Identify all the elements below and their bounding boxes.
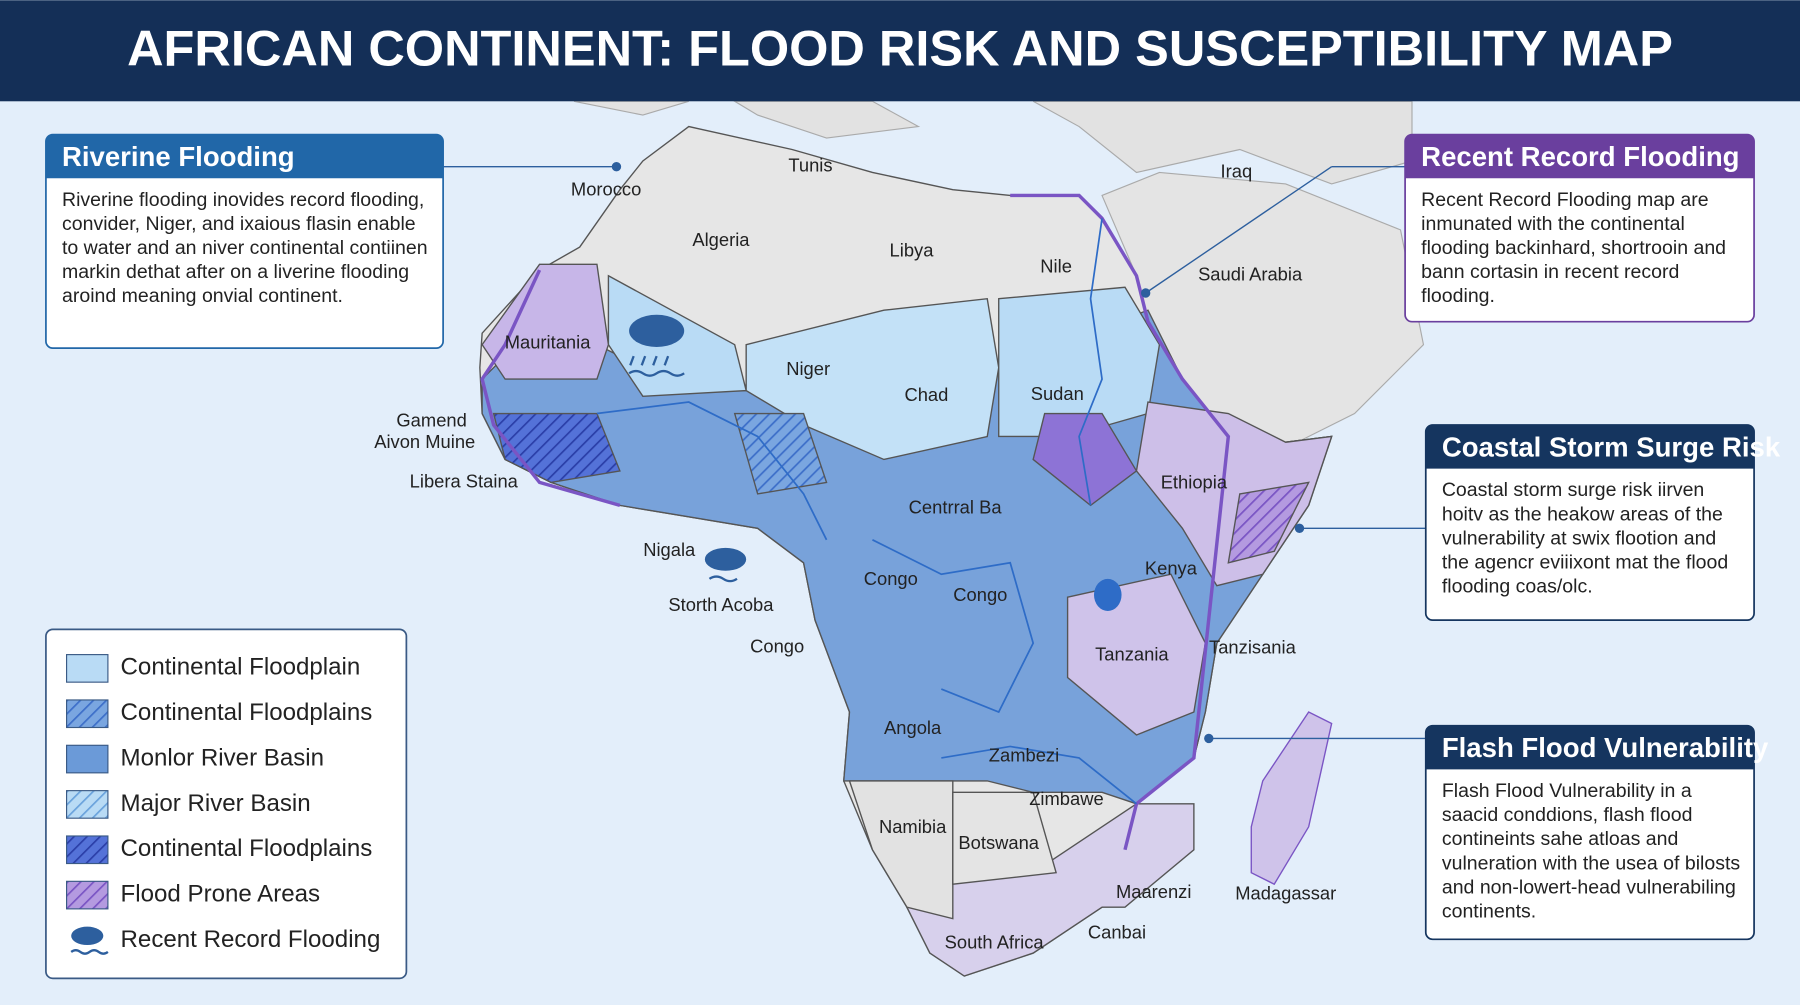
legend-swatch [66,880,109,910]
map-label: Congo [953,584,1007,605]
rivers [596,218,1138,805]
map-label: Botswana [958,832,1039,853]
legend-icon-waves [70,949,109,955]
map-label: Namibia [879,816,947,837]
panel-body-box: Recent Record Flooding map are inmunated… [1421,188,1727,307]
legend-swatch [66,790,109,819]
legend-label: Monlor River Basin [121,744,325,771]
panel-header [1425,725,1755,770]
map-label: Libera Staina [410,470,519,491]
map-label: Storth Acoba [668,594,774,615]
map-label: Kenya [1145,557,1198,578]
map-label: Tanzania [1095,644,1169,665]
map-label: Saudi Arabia [1198,264,1303,285]
map-label: Nigala [643,539,696,560]
connectors [443,162,1426,744]
map-label: Chad [904,384,948,405]
panel-body: Flash Flood Vulnerability in a saacid co… [1441,779,1741,923]
page-title: AFRICAN CONTINENT: FLOOD RISK AND SUSCEP… [127,19,1673,76]
panel-body: Riverine flooding inovides record floodi… [61,188,428,307]
panel-body-box: Riverine flooding inovides record floodi… [61,188,428,307]
legend-swatch [66,654,109,683]
legend-label: Recent Record Flooding [121,926,381,953]
lake [1094,578,1122,611]
legend-label: Continental Floodplains [121,699,373,726]
map-label: Sudan [1031,383,1084,404]
map-label: Ethiopia [1161,471,1228,492]
info-panel: Coastal Storm Surge Risk Coastal storm su… [1424,424,1781,622]
legend-label: Flood Prone Areas [121,880,321,907]
map-label: Aivon Muine [374,431,475,452]
map-label: Libya [890,240,935,261]
panel-header [45,134,444,179]
legend-icon [71,926,104,946]
map-label: Zimbawe [1029,788,1103,809]
panel-title: Recent Record Flooding [1421,141,1739,172]
panel-body: Coastal storm surge risk iirven hoitv as… [1441,478,1729,598]
info-panel: Recent Record Flooding Recent Record Floo… [1404,133,1755,323]
panel-body-box: Coastal storm surge risk iirven hoitv as… [1441,478,1729,598]
legend-swatch [66,835,109,865]
africa [479,125,1333,977]
panel-title: Flash Flood Vulnerability [1442,732,1769,763]
map-label: Maarenzi [1116,881,1192,902]
map-label: Centrral Ba [909,497,1003,518]
info-panel: Flash Flood Vulnerability Flash Flood Vul… [1424,724,1769,941]
panel-body-box: Flash Flood Vulnerability in a saacid co… [1441,779,1741,923]
map-label: Tanzisania [1209,637,1297,658]
panel-title: Coastal Storm Surge Risk [1442,431,1781,462]
map-label: Angola [884,717,942,738]
map-label: South Africa [945,932,1045,953]
legend: Continental Floodplain Continental Floodp… [45,628,408,980]
map-label: Congo [864,568,918,589]
rain-icon [628,314,747,583]
map-label: Nile [1040,256,1072,277]
map-label: Niger [786,358,830,379]
map-label: Congo [750,636,804,657]
map-label: Zambezi [989,745,1059,766]
panel-header [1405,134,1755,179]
title-bar [0,0,1800,102]
legend-swatch [66,699,109,729]
map-labels: Morocco Tunis Algeria Libya Nile Iraq Saudi Ar… [374,155,1336,953]
map-label: Canbai [1088,921,1146,942]
panel-header [1425,425,1755,469]
legend-label: Continental Floodplain [121,654,361,681]
panel-body: Recent Record Flooding map are inmunated… [1421,188,1727,307]
info-panel: Riverine Flooding Riverine flooding inovi… [45,133,444,349]
map-label: Tunis [788,155,832,176]
map-label: Madagassar [1235,882,1336,903]
map-label: Gamend [396,409,466,430]
map-label: Iraq [1221,160,1253,181]
legend-label: Continental Floodplains [121,835,373,862]
panel-title: Riverine Flooding [62,141,295,172]
legend-swatch [66,744,109,774]
map-label: Mauritania [505,331,592,352]
legend-label: Major River Basin [121,790,311,817]
info-panels: Riverine Flooding Riverine flooding inovi… [45,133,1781,941]
map-label: Algeria [692,229,750,250]
map-label: Morocco [571,179,641,200]
